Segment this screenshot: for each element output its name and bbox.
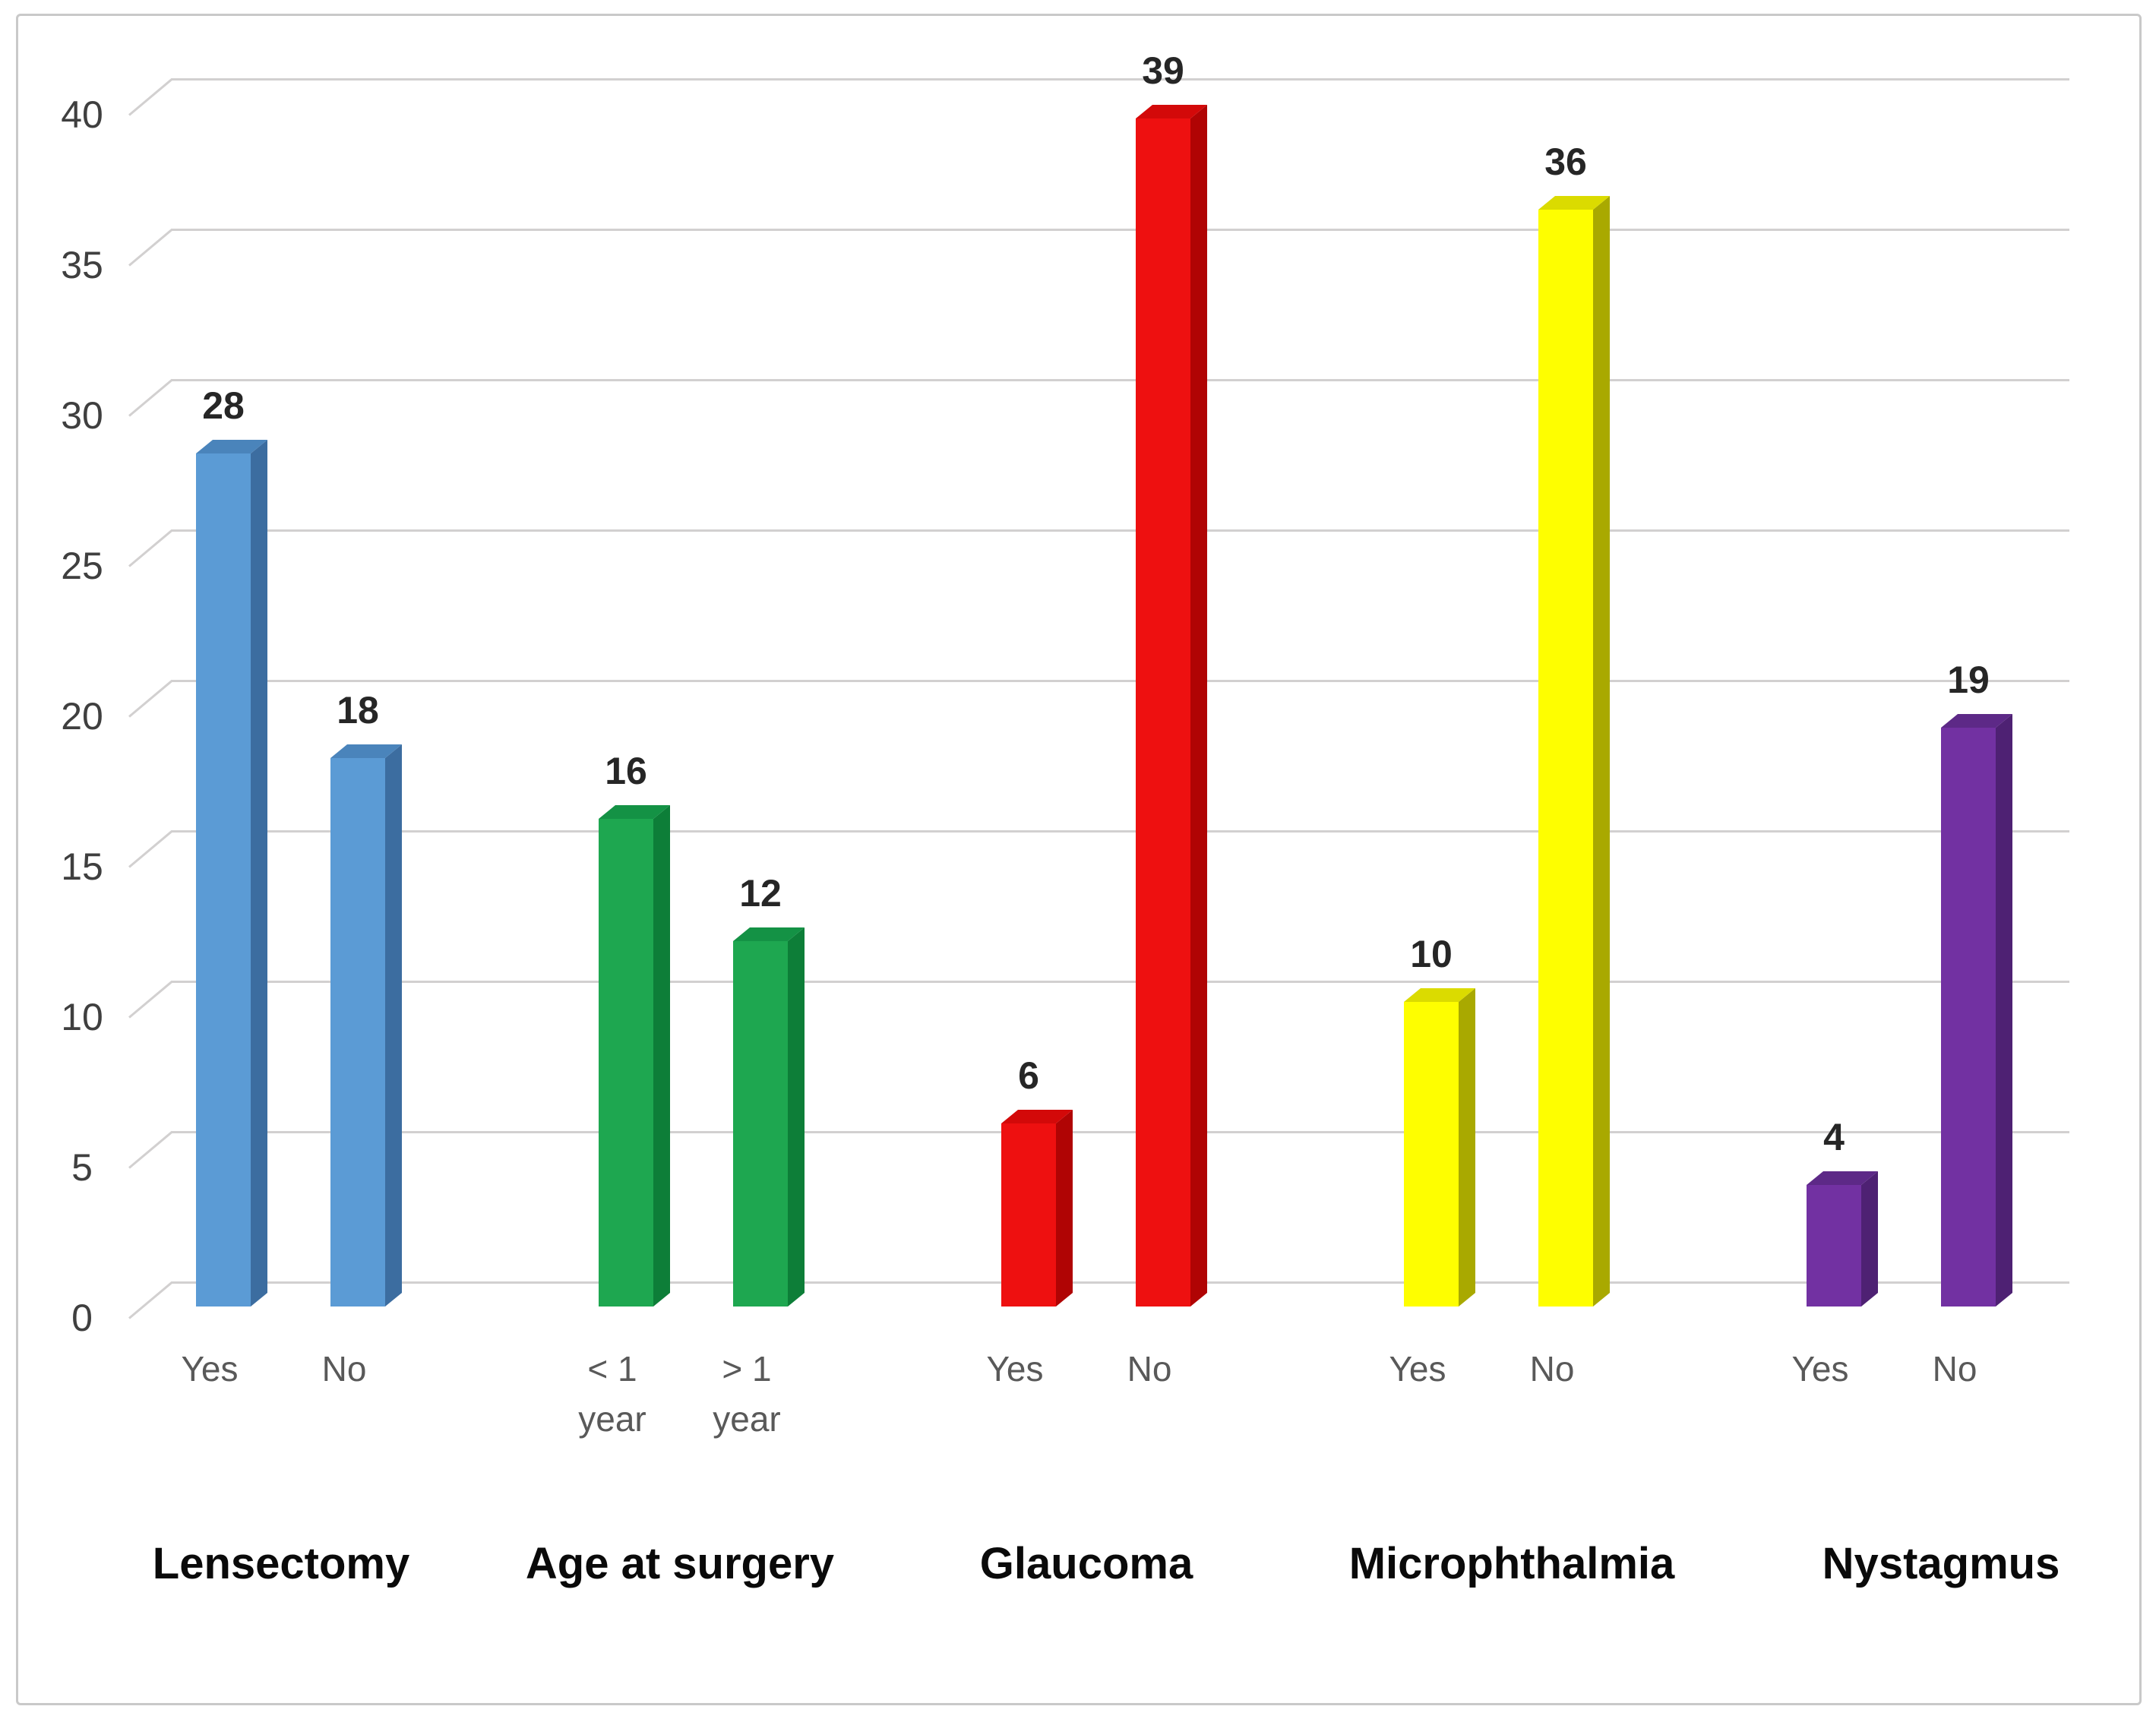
bar-blue-yes (196, 453, 251, 1307)
gridline-40 (172, 77, 2069, 81)
bar-red-yes (1001, 1123, 1056, 1307)
bar-side-green--1-year (788, 927, 805, 1307)
chart-frame-border (16, 14, 2142, 1705)
bar-side-purple-no (1996, 713, 2012, 1307)
value-label-blue-no: 18 (337, 689, 379, 731)
category-label-microphthalmia: Microphthalmia (1348, 1539, 1675, 1588)
x-tick-label-green--1-year: < 1 (587, 1349, 637, 1389)
x-tick-label-blue-yes: Yes (181, 1349, 239, 1389)
value-label-red-no: 39 (1142, 49, 1184, 92)
gridline-35 (172, 228, 2069, 231)
value-label-green--1-year: 12 (739, 872, 782, 915)
gridline-20 (172, 679, 2069, 682)
bar-green--1-year (733, 941, 788, 1307)
category-label-glaucoma: Glaucoma (979, 1539, 1193, 1588)
value-label-yellow-no: 36 (1544, 141, 1587, 183)
gridline-5 (172, 1130, 2069, 1133)
x-tick-label-green--1-year-line2: year (578, 1399, 646, 1439)
y-axis-label-25: 25 (61, 545, 103, 587)
y-axis-label-5: 5 (71, 1146, 93, 1189)
bar-side-yellow-no (1593, 195, 1610, 1307)
x-tick-label-green--1-year-line2: year (713, 1399, 781, 1439)
bar-side-blue-yes (251, 439, 267, 1307)
bar-yellow-yes (1404, 1002, 1459, 1307)
bar-purple-no (1941, 728, 1996, 1307)
y-axis-label-40: 40 (61, 93, 103, 136)
y-axis-label-20: 20 (61, 695, 103, 738)
value-label-purple-no: 19 (1947, 659, 1990, 701)
value-label-blue-yes: 28 (202, 384, 245, 427)
x-tick-label-red-yes: Yes (986, 1349, 1044, 1389)
x-tick-label-blue-no: No (321, 1349, 367, 1389)
y-axis-label-0: 0 (71, 1297, 93, 1339)
bar-side-purple-yes (1861, 1171, 1878, 1307)
y-axis-label-30: 30 (61, 394, 103, 437)
bar-purple-yes (1807, 1185, 1861, 1307)
category-label-nystagmus: Nystagmus (1822, 1539, 2060, 1588)
gridline-25 (172, 529, 2069, 532)
gridline-10 (172, 980, 2069, 983)
bar-green--1-year (599, 819, 653, 1307)
bar-red-no (1136, 118, 1190, 1307)
x-tick-label-red-no: No (1127, 1349, 1172, 1389)
x-tick-label-green--1-year: > 1 (722, 1349, 772, 1389)
y-axis-label-15: 15 (61, 845, 103, 888)
category-label-age-at-surgery: Age at surgery (525, 1539, 835, 1588)
bar-side-red-no (1190, 104, 1207, 1307)
gridline-15 (172, 829, 2069, 833)
gridline-30 (172, 378, 2069, 381)
x-tick-label-purple-no: No (1932, 1349, 1977, 1389)
value-label-yellow-yes: 10 (1410, 933, 1453, 975)
bar-side-red-yes (1056, 1109, 1073, 1307)
bar-side-green--1-year (653, 804, 670, 1307)
y-axis-label-10: 10 (61, 996, 103, 1038)
bar-yellow-no (1538, 210, 1593, 1307)
value-label-purple-yes: 4 (1823, 1116, 1845, 1158)
value-label-red-yes: 6 (1018, 1054, 1039, 1097)
category-label-lensectomy: Lensectomy (152, 1539, 410, 1588)
x-tick-label-purple-yes: Yes (1791, 1349, 1849, 1389)
bar-side-blue-no (385, 744, 402, 1307)
y-axis-label-35: 35 (61, 244, 103, 286)
gridline-0 (172, 1281, 2069, 1284)
bar-side-yellow-yes (1459, 987, 1475, 1307)
x-tick-label-yellow-yes: Yes (1389, 1349, 1446, 1389)
value-label-green--1-year: 16 (605, 750, 647, 792)
x-tick-label-yellow-no: No (1529, 1349, 1575, 1389)
bar-blue-no (330, 758, 385, 1307)
